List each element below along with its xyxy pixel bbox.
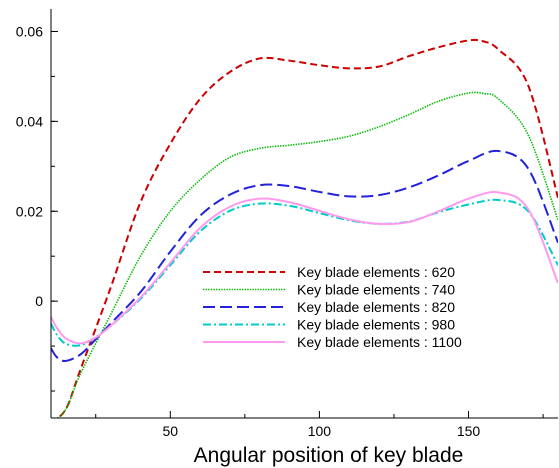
series-line-4 bbox=[51, 198, 558, 347]
series-line-2 bbox=[56, 91, 558, 418]
series-line-1 bbox=[56, 38, 558, 418]
legend-label-3: Key blade elements : 820 bbox=[297, 299, 455, 315]
series-curves bbox=[51, 38, 558, 418]
y-tick-label: 0.04 bbox=[16, 113, 43, 129]
x-tick-label: 50 bbox=[163, 423, 179, 439]
y-tick-label: 0.02 bbox=[16, 203, 43, 219]
legend-label-1: Key blade elements : 620 bbox=[297, 264, 455, 280]
y-tick-label: 0.06 bbox=[16, 23, 43, 39]
x-tick-label: 150 bbox=[457, 423, 481, 439]
series-line-5 bbox=[51, 191, 558, 345]
x-axis-title: Angular position of key blade bbox=[194, 444, 464, 467]
y-tick-label: 0 bbox=[35, 293, 43, 309]
legend-label-4: Key blade elements : 980 bbox=[297, 317, 455, 333]
x-tick-label: 100 bbox=[308, 423, 332, 439]
tick-labels: 0 0.02 0.04 0.06 50 100 150 bbox=[16, 23, 481, 439]
legend: Key blade elements : 620 Key blade elemen… bbox=[203, 264, 462, 350]
legend-label-5: Key blade elements : 1100 bbox=[297, 334, 462, 350]
series-line-3 bbox=[51, 149, 558, 362]
legend-label-2: Key blade elements : 740 bbox=[297, 282, 455, 298]
axes bbox=[50, 9, 558, 419]
